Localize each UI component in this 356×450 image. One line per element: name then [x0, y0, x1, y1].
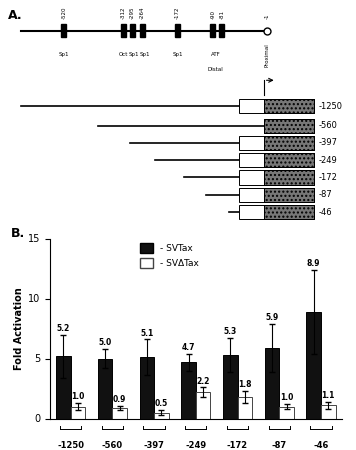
- Bar: [56, 356, 71, 418]
- Bar: [181, 362, 196, 418]
- Legend: - SVTax, - SVΔTax: - SVTax, - SVΔTax: [136, 239, 203, 272]
- Text: -249: -249: [185, 441, 206, 450]
- Text: -172: -172: [175, 6, 180, 19]
- Text: -560: -560: [319, 121, 337, 130]
- Bar: [264, 171, 314, 184]
- Bar: [219, 24, 224, 37]
- Text: -397: -397: [319, 139, 337, 148]
- Bar: [175, 24, 180, 37]
- Text: -90: -90: [210, 10, 215, 19]
- Text: -264: -264: [140, 6, 145, 19]
- Bar: [239, 153, 264, 167]
- Text: 1.0: 1.0: [280, 393, 293, 402]
- Y-axis label: Fold Activation: Fold Activation: [14, 287, 23, 370]
- Bar: [154, 413, 169, 419]
- Text: 8.9: 8.9: [307, 259, 320, 268]
- Bar: [264, 99, 314, 113]
- Text: -46: -46: [313, 441, 329, 450]
- Text: ATF: ATF: [211, 52, 220, 57]
- Text: -1250: -1250: [57, 441, 84, 450]
- Bar: [321, 405, 335, 418]
- Bar: [239, 188, 264, 202]
- Text: -397: -397: [144, 441, 164, 450]
- Bar: [265, 348, 279, 418]
- Bar: [264, 188, 314, 202]
- Bar: [237, 397, 252, 418]
- Bar: [239, 99, 264, 113]
- Text: 1.8: 1.8: [238, 380, 252, 389]
- Text: -87: -87: [319, 190, 333, 199]
- Text: Oct: Oct: [119, 52, 128, 57]
- Text: 5.9: 5.9: [265, 313, 278, 322]
- Bar: [264, 136, 314, 150]
- Bar: [264, 205, 314, 219]
- Text: -1: -1: [265, 13, 270, 19]
- Bar: [62, 24, 66, 37]
- Text: -249: -249: [319, 156, 337, 165]
- Text: Sp1: Sp1: [129, 52, 139, 57]
- Text: 0.5: 0.5: [155, 399, 168, 408]
- Text: 4.7: 4.7: [182, 343, 195, 352]
- Bar: [196, 392, 210, 418]
- Text: 5.1: 5.1: [140, 328, 153, 338]
- Text: Distal: Distal: [208, 68, 223, 72]
- Bar: [210, 24, 215, 37]
- Text: Sp1: Sp1: [140, 52, 150, 57]
- Text: -560: -560: [102, 441, 123, 450]
- Bar: [239, 136, 264, 150]
- Bar: [264, 205, 314, 219]
- Bar: [264, 136, 314, 150]
- Text: -46: -46: [319, 207, 332, 216]
- Text: -172: -172: [319, 173, 337, 182]
- Text: 1.1: 1.1: [321, 391, 335, 400]
- Bar: [264, 153, 314, 167]
- Text: 5.3: 5.3: [224, 327, 237, 336]
- Bar: [239, 205, 264, 219]
- Text: 2.2: 2.2: [197, 377, 210, 386]
- Bar: [264, 99, 314, 113]
- Text: Sp1: Sp1: [172, 52, 183, 57]
- Bar: [264, 171, 314, 184]
- Text: -81: -81: [219, 10, 224, 19]
- Bar: [121, 24, 126, 37]
- Text: -520: -520: [61, 6, 67, 19]
- Bar: [264, 188, 314, 202]
- Text: 5.0: 5.0: [99, 338, 112, 347]
- Bar: [223, 355, 237, 418]
- Text: Proximal: Proximal: [265, 44, 270, 68]
- Bar: [264, 119, 314, 133]
- Bar: [112, 408, 127, 418]
- Bar: [306, 312, 321, 418]
- Text: 5.2: 5.2: [57, 324, 70, 333]
- Bar: [279, 406, 294, 419]
- Bar: [140, 24, 145, 37]
- Text: Sp1: Sp1: [59, 52, 69, 57]
- Bar: [130, 24, 135, 37]
- Text: -312: -312: [121, 6, 126, 19]
- Text: B.: B.: [11, 227, 25, 240]
- Bar: [140, 357, 154, 418]
- Text: 0.9: 0.9: [113, 395, 126, 404]
- Bar: [264, 153, 314, 167]
- Text: -172: -172: [227, 441, 248, 450]
- Bar: [239, 171, 264, 184]
- Bar: [264, 119, 314, 133]
- Text: -87: -87: [272, 441, 287, 450]
- Text: -1250: -1250: [319, 102, 342, 111]
- Bar: [71, 406, 85, 419]
- Text: A.: A.: [8, 9, 22, 22]
- Text: -295: -295: [130, 6, 135, 19]
- Text: 1.0: 1.0: [71, 392, 85, 401]
- Bar: [98, 359, 112, 419]
